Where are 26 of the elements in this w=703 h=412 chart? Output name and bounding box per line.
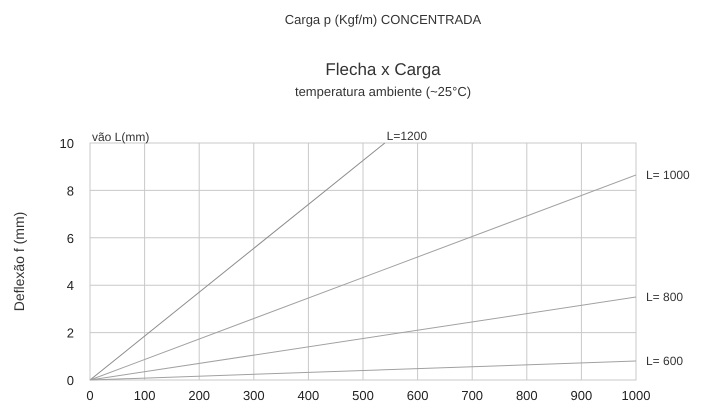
legend-title: vão L(mm)	[92, 130, 150, 144]
x-tick-label: 300	[242, 388, 265, 403]
y-tick-label: 0	[66, 373, 74, 388]
series-label: L=1200	[386, 129, 428, 143]
series-label: L= 600	[646, 354, 684, 368]
text: Carga p (Kgf/m) CONCENTRADA	[284, 12, 482, 27]
y-tick-label: 2	[66, 326, 74, 341]
x-tick-label: 400	[298, 388, 320, 403]
x-tick-label: 1000	[622, 388, 650, 403]
x-tick-label: 900	[570, 388, 592, 403]
x-tick-label: 0	[86, 388, 94, 403]
chart-title: Flecha x Carga	[325, 60, 442, 79]
series-label: L= 1000	[646, 168, 690, 182]
y-tick-label: 10	[60, 136, 74, 151]
y-tick-label: 8	[66, 183, 74, 198]
x-tick-label: 100	[134, 388, 156, 403]
x-tick-label: 500	[352, 388, 374, 403]
y-tick-label: 6	[66, 230, 74, 246]
y-tick-label: 4	[66, 278, 74, 294]
chart-subtitle: temperatura ambiente (~25°C)	[294, 84, 472, 99]
x-tick-label: 600	[406, 388, 428, 403]
x-tick-label: 800	[516, 388, 538, 403]
x-tick-label: 700	[461, 388, 484, 403]
y-axis-title: Deflexão f (mm)	[11, 212, 27, 312]
x-tick-label: 200	[188, 388, 210, 403]
series-label: L= 800	[646, 290, 684, 304]
